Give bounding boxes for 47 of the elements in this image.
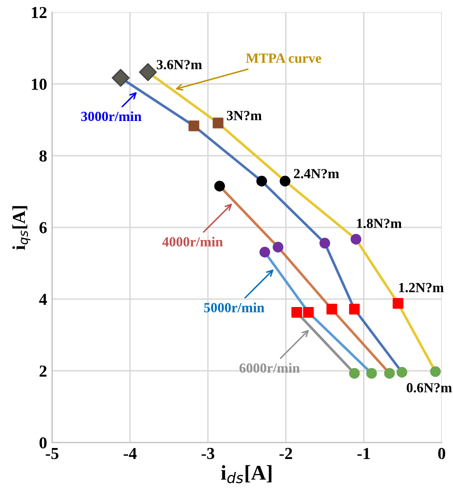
point: [349, 304, 360, 314]
point: [350, 234, 362, 245]
y-tick-label: 2: [40, 366, 47, 377]
point: [214, 180, 225, 192]
text: 4000r/min: [162, 236, 223, 247]
point: [212, 118, 224, 128]
y-tick-label: 0: [40, 437, 47, 448]
annotation: 3.6N?m: [156, 60, 202, 70]
y-axis-title: i$_{qs}$[A]: [12, 206, 30, 250]
text: MTPA curve: [246, 54, 322, 63]
y-tick-label: 12: [32, 6, 47, 18]
point: [326, 304, 338, 314]
x-axis-title: i$_{ds}$[A]: [221, 465, 272, 484]
point: [259, 246, 270, 258]
point: [303, 307, 314, 318]
point: [430, 366, 441, 377]
series-label: 3000r/min: [81, 111, 142, 122]
point: [280, 176, 290, 186]
x-tick-label: -5: [46, 448, 58, 460]
x-tick-label: -1: [357, 448, 370, 459]
y-tick-label: 10: [32, 78, 47, 90]
point: [256, 176, 268, 186]
text: 5000r/min: [204, 302, 264, 312]
point: [272, 242, 284, 252]
legend-label: 6000r/min: [240, 362, 300, 373]
point: [366, 368, 377, 379]
point: [319, 238, 330, 249]
y-tick-label: 6: [39, 222, 47, 234]
point: [384, 368, 395, 379]
annotation: 0.6N?m: [406, 383, 452, 392]
y-tick-label: 4: [39, 294, 47, 305]
point: [349, 368, 360, 379]
point: [188, 120, 200, 132]
x-tick-label: -2: [280, 448, 292, 459]
point: [396, 366, 408, 378]
point: [291, 307, 302, 318]
y-tick-label: 8: [39, 150, 47, 162]
annotation: 1.8N?m: [357, 218, 402, 228]
annotation: 3N?m: [226, 110, 262, 120]
point: [112, 68, 130, 87]
point: [392, 298, 404, 309]
annotation: 1.2N?m: [399, 282, 444, 292]
x-tick-label: -4: [124, 448, 137, 459]
annotation: 2.4N?m: [294, 168, 340, 178]
x-tick-label: -3: [202, 448, 214, 460]
x-tick-label: 0: [438, 448, 446, 460]
point: [139, 63, 157, 82]
